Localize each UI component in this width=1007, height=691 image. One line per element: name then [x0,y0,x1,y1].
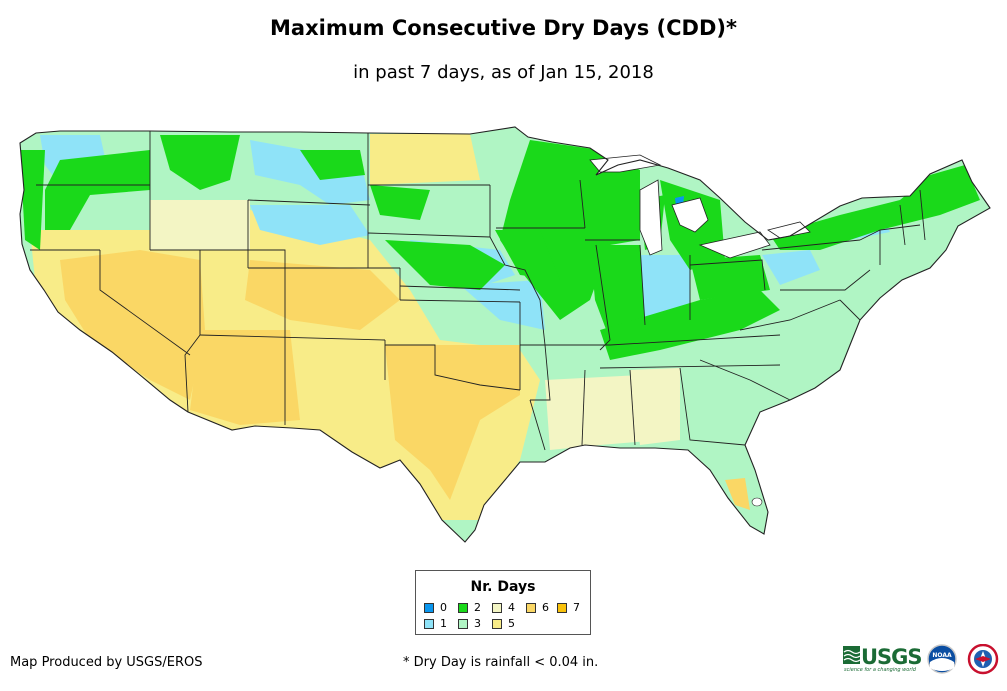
legend-label: 1 [440,617,447,630]
legend-label: 4 [508,601,515,614]
agency-logos: USGS science for a changing world NOAA [843,644,999,675]
map-title: Maximum Consecutive Dry Days (CDD)* [270,16,737,40]
us-dry-days-map [19,126,991,543]
legend-label: 2 [474,601,481,614]
legend-swatch [458,619,468,629]
legend-item: 0 [424,602,447,614]
dry-day-regions [20,127,990,542]
legend-label: 6 [542,601,549,614]
state-borders [19,126,991,543]
usgs-tagline: science for a changing world [844,667,917,673]
map-credit: Map Produced by USGS/EROS [10,655,203,670]
legend-swatch [424,619,434,629]
legend-swatch [492,603,502,613]
great-lakes [589,154,811,259]
legend-item: 4 [492,602,515,614]
usgs-logo: USGS science for a changing world [843,645,923,673]
nws-logo [967,644,999,675]
usgs-wordmark: USGS [861,645,922,669]
lake-okeechobee [751,497,763,507]
legend-swatch [492,619,502,629]
legend-label: 7 [573,601,580,614]
noaa-wordmark: NOAA [932,652,952,659]
legend-label: 3 [474,617,481,630]
legend-label: 0 [440,601,447,614]
legend-swatch [424,603,434,613]
legend-item: 5 [492,618,515,630]
noaa-logo: NOAA [927,644,957,674]
legend-label: 5 [508,617,515,630]
legend-swatch [526,603,536,613]
legend-item: 6 [526,602,549,614]
legend-item: 2 [458,602,481,614]
legend-title: Nr. Days [470,579,536,595]
dry-day-footnote: * Dry Day is rainfall < 0.04 in. [403,655,599,670]
legend-swatch [557,603,567,613]
map-legend: Nr. Days 0 1 2 3 4 5 6 7 [415,570,591,635]
legend-swatch [458,603,468,613]
legend-item: 1 [424,618,447,630]
legend-item: 7 [557,602,580,614]
map-subtitle: in past 7 days, as of Jan 15, 2018 [353,62,654,83]
legend-item: 3 [458,618,481,630]
